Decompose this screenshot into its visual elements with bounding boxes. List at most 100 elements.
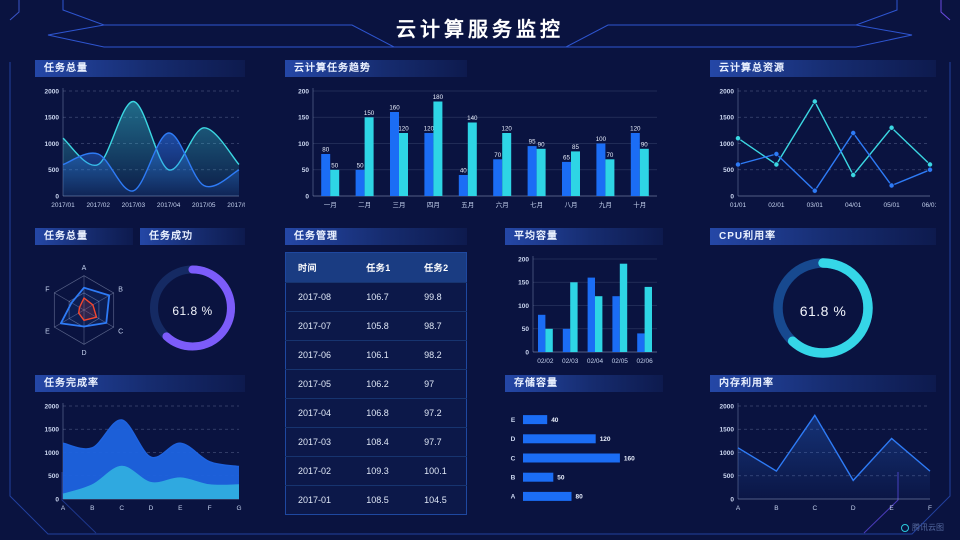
panel-task-manage: 任务管理 时间 任务1 任务2 2017-08 106.7 99.8 2017-07 105… bbox=[285, 228, 467, 515]
panel-task-completion: 任务完成率 0 500 1000 1500 2000 A B C D E F G bbox=[35, 375, 245, 519]
table-header-row: 时间 任务1 任务2 bbox=[285, 252, 467, 283]
panel-title-task-total-radar: 任务总量 bbox=[35, 228, 133, 245]
svg-text:1000: 1000 bbox=[45, 141, 60, 148]
svg-text:九月: 九月 bbox=[599, 200, 612, 209]
table-row[interactable]: 2017-06 106.1 98.2 bbox=[285, 340, 467, 370]
svg-text:0: 0 bbox=[55, 193, 59, 200]
panel-task-total-radar: 任务总量 A B C D E F bbox=[35, 228, 133, 372]
svg-text:02/02: 02/02 bbox=[537, 358, 554, 365]
svg-text:160: 160 bbox=[624, 455, 635, 462]
svg-text:2017/06: 2017/06 bbox=[227, 202, 245, 209]
svg-text:120: 120 bbox=[502, 126, 513, 133]
panel-task-success: 任务成功 61.8 % bbox=[140, 228, 245, 372]
svg-text:02/06: 02/06 bbox=[636, 358, 653, 365]
svg-text:A: A bbox=[61, 505, 66, 512]
svg-text:70: 70 bbox=[494, 152, 501, 159]
panel-total-resource: 云计算总资源 0 500 1000 1500 2000 01/01 02/01 03/01 04… bbox=[710, 60, 939, 216]
svg-text:95: 95 bbox=[529, 139, 536, 146]
svg-text:二月: 二月 bbox=[358, 201, 371, 209]
svg-text:F: F bbox=[928, 505, 932, 512]
svg-text:100: 100 bbox=[596, 136, 607, 143]
svg-text:200: 200 bbox=[518, 256, 529, 263]
svg-text:150: 150 bbox=[518, 280, 529, 287]
svg-text:D: D bbox=[511, 436, 516, 443]
storage-hbar-chart: E 40 D 120 C 160 B 50 A 80 bbox=[511, 415, 635, 501]
table-row[interactable]: 2017-05 106.2 97 bbox=[285, 369, 467, 399]
svg-text:02/03: 02/03 bbox=[562, 358, 579, 365]
svg-text:04/01: 04/01 bbox=[845, 202, 862, 209]
svg-text:06/01: 06/01 bbox=[922, 202, 936, 209]
svg-text:50: 50 bbox=[522, 326, 530, 333]
svg-text:500: 500 bbox=[723, 473, 734, 480]
table-row[interactable]: 2017-01 108.5 104.5 bbox=[285, 485, 467, 515]
column-header: 时间 bbox=[285, 252, 355, 283]
table-row[interactable]: 2017-03 108.4 97.7 bbox=[285, 427, 467, 457]
svg-text:F: F bbox=[208, 505, 212, 512]
task-completion-area-chart: 0 500 1000 1500 2000 A B C D E F G bbox=[45, 403, 242, 512]
panel-title-task-total: 任务总量 bbox=[35, 60, 245, 77]
panel-title-task-completion: 任务完成率 bbox=[35, 375, 245, 392]
svg-text:70: 70 bbox=[606, 152, 613, 159]
svg-text:2000: 2000 bbox=[45, 88, 60, 95]
task-radar-chart: A B C D E F bbox=[45, 265, 123, 357]
svg-text:40: 40 bbox=[551, 417, 559, 424]
total-resource-line-chart: 0 500 1000 1500 2000 01/01 02/01 03/01 04/01 05/0… bbox=[720, 88, 939, 209]
panel-task-trend: 云计算任务趋势 0 50 100 150 200 一月 二月 三月 四月 五月 六月 七月 八月 九月 十月… bbox=[285, 60, 663, 216]
panel-avg-capacity: 平均容量 0 50 100 150 200 02/02 02/03 02/04 02/05 02/… bbox=[505, 228, 663, 372]
table-row[interactable]: 2017-08 106.7 99.8 bbox=[285, 282, 467, 312]
svg-text:三月: 三月 bbox=[393, 201, 406, 209]
svg-text:65: 65 bbox=[563, 154, 570, 161]
svg-text:C: C bbox=[511, 455, 516, 462]
svg-text:八月: 八月 bbox=[565, 201, 578, 209]
svg-text:B: B bbox=[90, 505, 94, 512]
task-success-value: 61.8 % bbox=[172, 303, 213, 318]
table-row[interactable]: 2017-02 109.3 100.1 bbox=[285, 456, 467, 486]
table-row[interactable]: 2017-07 105.8 98.7 bbox=[285, 311, 467, 341]
svg-text:四月: 四月 bbox=[427, 201, 440, 209]
table-row[interactable]: 2017-04 106.8 97.2 bbox=[285, 398, 467, 428]
svg-text:180: 180 bbox=[433, 94, 444, 101]
svg-text:2000: 2000 bbox=[720, 88, 735, 95]
svg-text:七月: 七月 bbox=[530, 200, 543, 209]
svg-text:G: G bbox=[236, 505, 241, 512]
svg-text:0: 0 bbox=[55, 496, 59, 503]
svg-text:120: 120 bbox=[398, 126, 409, 133]
svg-text:120: 120 bbox=[424, 126, 435, 133]
svg-text:A: A bbox=[82, 265, 87, 272]
svg-text:C: C bbox=[812, 505, 817, 512]
panel-title-avg-capacity: 平均容量 bbox=[505, 228, 663, 245]
svg-text:A: A bbox=[511, 494, 516, 501]
svg-text:05/01: 05/01 bbox=[883, 202, 900, 209]
svg-text:1500: 1500 bbox=[45, 427, 60, 434]
svg-text:01/01: 01/01 bbox=[730, 202, 747, 209]
svg-text:D: D bbox=[149, 505, 154, 512]
svg-text:120: 120 bbox=[630, 126, 641, 133]
svg-text:1000: 1000 bbox=[720, 141, 735, 148]
svg-text:0: 0 bbox=[730, 496, 734, 503]
svg-text:1500: 1500 bbox=[720, 427, 735, 434]
watermark: 腾讯云图 bbox=[901, 522, 944, 533]
svg-text:2017/01: 2017/01 bbox=[51, 202, 75, 209]
svg-text:1500: 1500 bbox=[720, 115, 735, 122]
svg-text:2017/02: 2017/02 bbox=[86, 202, 110, 209]
avg-capacity-bar-chart: 0 50 100 150 200 02/02 02/03 02/04 02/05 02/06 bbox=[518, 256, 657, 365]
svg-text:02/05: 02/05 bbox=[612, 358, 629, 365]
memory-line-chart: 0 500 1000 1500 2000 A B C D E F bbox=[720, 403, 932, 512]
svg-text:90: 90 bbox=[641, 141, 648, 148]
svg-text:五月: 五月 bbox=[461, 201, 474, 209]
svg-text:85: 85 bbox=[572, 144, 579, 151]
svg-text:一月: 一月 bbox=[324, 201, 337, 209]
svg-text:500: 500 bbox=[48, 473, 59, 480]
cpu-usage-value: 61.8 % bbox=[799, 302, 847, 319]
svg-text:E: E bbox=[45, 329, 50, 336]
svg-text:B: B bbox=[511, 475, 516, 482]
svg-text:200: 200 bbox=[298, 88, 309, 95]
page-title: 云计算服务监控 bbox=[396, 19, 564, 41]
svg-text:2017/03: 2017/03 bbox=[122, 202, 146, 209]
task-total-area-chart: 0 500 1000 1500 2000 2017/01 2017/02 2017/03 201… bbox=[45, 88, 251, 209]
svg-text:80: 80 bbox=[322, 147, 329, 154]
svg-text:E: E bbox=[889, 505, 894, 512]
svg-text:D: D bbox=[81, 350, 86, 357]
svg-text:03/01: 03/01 bbox=[807, 202, 824, 209]
svg-text:0: 0 bbox=[525, 349, 529, 356]
